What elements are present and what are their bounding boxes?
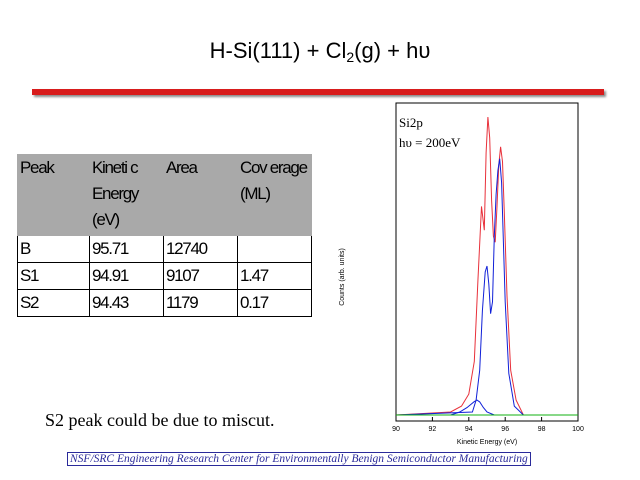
spectrum-line-blue: [450, 399, 495, 416]
x-tick-label: 100: [572, 426, 584, 433]
table-cell: [237, 235, 312, 263]
table-header-row: Peak Kineti c Energy (eV) Area Cov erage…: [17, 154, 312, 236]
si2p-spectrum-chart: Counts (arb. units) Kinetic Energy (eV) …: [339, 102, 584, 446]
header-peak: Peak: [17, 154, 90, 236]
x-tick-label: 92: [429, 426, 437, 433]
spectrum-line-blue: [395, 158, 578, 416]
table-row: S1 94.91 9107 1.47: [17, 262, 312, 290]
spectrum-line-red: [395, 116, 578, 416]
table-cell: S2: [17, 289, 90, 317]
table-cell: 95.71: [89, 235, 164, 263]
plot-frame: [395, 102, 579, 422]
header-coverage: Cov erage (ML): [237, 154, 312, 236]
slide-title: H-Si(111) + Cl2(g) + hυ: [209, 38, 431, 65]
annotation-si2p: Si2p: [399, 115, 423, 130]
x-tick-label: 90: [392, 426, 400, 433]
table-cell: 94.43: [89, 289, 164, 317]
table-cell: 12740: [163, 235, 238, 263]
table-row: B 95.71 12740: [17, 235, 312, 263]
table-row: S2 94.43 1179 0.17: [17, 289, 312, 317]
peak-table: Peak Kineti c Energy (eV) Area Cov erage…: [17, 154, 312, 317]
table-cell: S1: [17, 262, 90, 290]
table-cell: 1.47: [237, 262, 312, 290]
footer-credit: NSF/SRC Engineering Research Center for …: [67, 452, 531, 466]
header-area: Area: [163, 154, 238, 236]
x-tick-label: 94: [465, 426, 473, 433]
miscut-note: S2 peak could be due to miscut.: [45, 410, 275, 430]
header-kinetic-energy: Kineti c Energy (eV): [89, 154, 164, 236]
y-axis-label: Counts (arb. units): [339, 248, 346, 306]
annotation-photon-energy: hυ = 200eV: [399, 135, 461, 150]
x-axis-label: Kinetic Energy (eV): [457, 439, 517, 446]
table-cell: 9107: [163, 262, 238, 290]
x-tick-label: 96: [501, 426, 509, 433]
table-cell: 1179: [163, 289, 238, 317]
table-cell: 0.17: [237, 289, 312, 317]
x-tick-label: 98: [538, 426, 546, 433]
table-cell: B: [17, 235, 90, 263]
table-cell: 94.91: [89, 262, 164, 290]
title-divider: [32, 89, 604, 95]
